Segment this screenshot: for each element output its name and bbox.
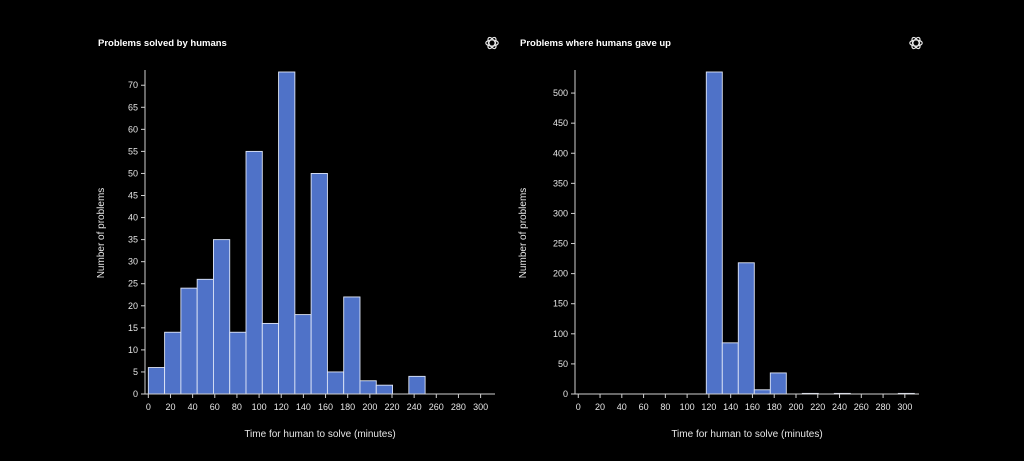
histogram-bar bbox=[164, 331, 182, 395]
chart-title: Problems solved by humans bbox=[98, 38, 227, 49]
y-tick-label: 55 bbox=[128, 146, 138, 156]
histogram-bar bbox=[408, 375, 426, 395]
y-tick-label: 200 bbox=[553, 269, 568, 279]
histogram-bar bbox=[229, 331, 247, 395]
x-tick-label: 40 bbox=[188, 402, 198, 412]
y-tick-label: 20 bbox=[128, 301, 138, 311]
histogram-bar bbox=[705, 71, 723, 395]
histogram-bar bbox=[261, 322, 280, 395]
y-tick-label: 10 bbox=[128, 345, 138, 355]
x-tick-label: 140 bbox=[723, 402, 738, 412]
histogram-bar bbox=[147, 367, 166, 395]
histogram-bar bbox=[310, 173, 328, 395]
histogram-bar bbox=[737, 262, 755, 395]
y-tick-label: 5 bbox=[133, 367, 138, 377]
histogram-bar bbox=[294, 314, 312, 395]
x-tick-label: 0 bbox=[576, 402, 581, 412]
histogram-solved: 0 20 40 60 80 100 120 140 160 180 200 220 240 260 280 3… bbox=[96, 70, 495, 440]
histogram-bar bbox=[196, 278, 214, 395]
histogram-bar bbox=[278, 71, 296, 395]
histogram-bar bbox=[180, 287, 198, 395]
y-axis-label: Number of problems bbox=[518, 188, 529, 279]
x-tick-label: 120 bbox=[701, 402, 716, 412]
y-axis-label: Number of problems bbox=[96, 188, 107, 279]
y-tick-label: 45 bbox=[128, 191, 138, 201]
x-tick-label: 20 bbox=[595, 402, 605, 412]
x-tick-label: 180 bbox=[340, 402, 355, 412]
x-axis-label: Time for human to solve (minutes) bbox=[244, 429, 395, 440]
openai-logo-icon bbox=[485, 36, 499, 50]
x-tick-label: 60 bbox=[639, 402, 649, 412]
histogram-gave-up: 0 20 40 60 80 100 120 140 160 180 200 220 240 260 280 3… bbox=[518, 70, 919, 440]
histogram-bar bbox=[721, 342, 739, 395]
x-tick-label: 200 bbox=[788, 402, 803, 412]
x-tick-label: 140 bbox=[296, 402, 311, 412]
y-tick-label: 150 bbox=[553, 299, 568, 309]
chart-panel-gave-up: Problems where humans gave up 0 20 40 60 80 1… bbox=[512, 0, 952, 461]
y-tick-label: 35 bbox=[128, 235, 138, 245]
histogram-bar bbox=[753, 389, 771, 395]
y-tick-label: 450 bbox=[553, 118, 568, 128]
y-tick-label: 50 bbox=[558, 359, 568, 369]
y-tick-label: 70 bbox=[128, 80, 138, 90]
x-tick-label: 40 bbox=[617, 402, 627, 412]
x-tick-label: 220 bbox=[810, 402, 825, 412]
x-tick-label: 200 bbox=[362, 402, 377, 412]
x-tick-label: 160 bbox=[745, 402, 760, 412]
x-tick-label: 280 bbox=[876, 402, 891, 412]
y-tick-label: 30 bbox=[128, 257, 138, 267]
y-tick-label: 40 bbox=[128, 213, 138, 223]
histogram-bar bbox=[245, 150, 263, 395]
histogram-bar bbox=[769, 372, 787, 395]
histogram-bar bbox=[343, 296, 361, 395]
histogram-bar bbox=[212, 239, 231, 395]
x-tick-label: 80 bbox=[232, 402, 242, 412]
y-tick-label: 100 bbox=[553, 329, 568, 339]
y-tick-label: 350 bbox=[553, 178, 568, 188]
y-tick-label: 0 bbox=[563, 389, 568, 399]
x-tick-label: 220 bbox=[384, 402, 399, 412]
x-tick-label: 180 bbox=[767, 402, 782, 412]
x-axis-label: Time for human to solve (minutes) bbox=[671, 429, 822, 440]
y-tick-label: 65 bbox=[128, 102, 138, 112]
x-tick-label: 240 bbox=[407, 402, 422, 412]
openai-logo-icon bbox=[909, 36, 923, 50]
x-tick-label: 100 bbox=[680, 402, 695, 412]
y-tick-label: 25 bbox=[128, 279, 138, 289]
y-tick-label: 15 bbox=[128, 323, 138, 333]
y-tick-label: 400 bbox=[553, 148, 568, 158]
x-tick-label: 300 bbox=[897, 402, 912, 412]
x-tick-label: 260 bbox=[429, 402, 444, 412]
x-tick-label: 80 bbox=[660, 402, 670, 412]
y-tick-label: 250 bbox=[553, 239, 568, 249]
histogram-bar bbox=[326, 371, 345, 395]
x-tick-label: 240 bbox=[832, 402, 847, 412]
x-tick-label: 100 bbox=[252, 402, 267, 412]
y-tick-label: 500 bbox=[553, 88, 568, 98]
y-tick-label: 50 bbox=[128, 168, 138, 178]
y-tick-label: 0 bbox=[133, 389, 138, 399]
x-tick-label: 0 bbox=[146, 402, 151, 412]
histogram-bar bbox=[359, 380, 377, 395]
y-tick-label: 300 bbox=[553, 208, 568, 218]
x-tick-label: 300 bbox=[473, 402, 488, 412]
x-tick-label: 280 bbox=[451, 402, 466, 412]
x-tick-label: 20 bbox=[165, 402, 175, 412]
x-tick-label: 160 bbox=[318, 402, 333, 412]
x-tick-label: 260 bbox=[854, 402, 869, 412]
chart-title: Problems where humans gave up bbox=[520, 38, 671, 49]
y-tick-label: 60 bbox=[128, 124, 138, 134]
histogram-bar bbox=[375, 384, 393, 395]
x-tick-label: 120 bbox=[274, 402, 289, 412]
x-tick-label: 60 bbox=[210, 402, 220, 412]
chart-panel-solved: Problems solved by humans 0 20 40 60 80 100 12… bbox=[90, 0, 530, 461]
